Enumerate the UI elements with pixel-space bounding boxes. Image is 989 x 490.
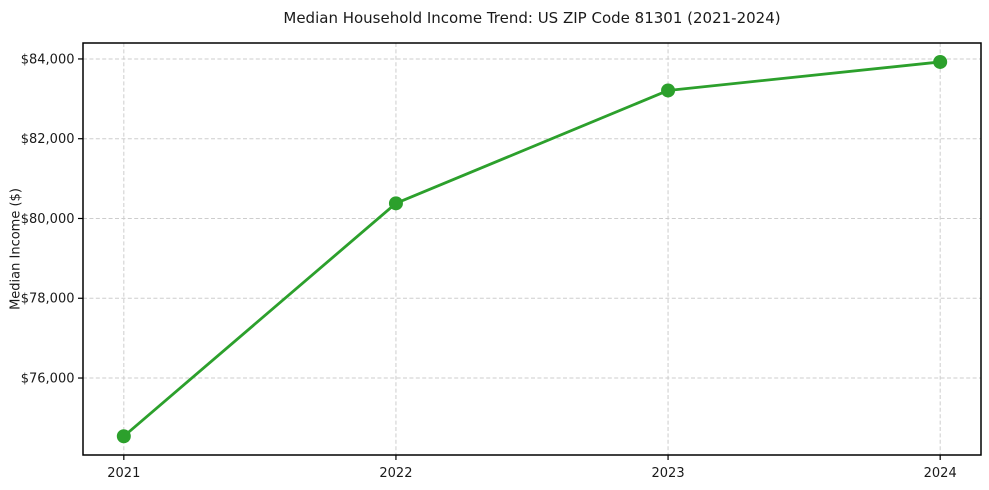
- y-tick-label-76000: $76,000: [21, 371, 75, 386]
- y-tick-label-84000: $84,000: [21, 52, 75, 67]
- data-point-2021: [116, 429, 131, 444]
- x-tick-label-2023: 2023: [652, 466, 685, 481]
- data-point-2024: [933, 54, 948, 69]
- plot-frame: [82, 42, 982, 456]
- data-point-2022: [388, 196, 403, 211]
- chart-title: Median Household Income Trend: US ZIP Co…: [283, 9, 781, 27]
- x-tick-label-2024: 2024: [924, 466, 957, 481]
- y-tick-label-82000: $82,000: [21, 132, 75, 147]
- y-tick-label-80000: $80,000: [21, 212, 75, 227]
- data-line-median-income: [122, 60, 942, 438]
- x-tick-label-2022: 2022: [379, 466, 412, 481]
- x-tick-label-2021: 2021: [107, 466, 140, 481]
- y-tick-label-78000: $78,000: [21, 292, 75, 307]
- data-point-2023: [661, 83, 676, 98]
